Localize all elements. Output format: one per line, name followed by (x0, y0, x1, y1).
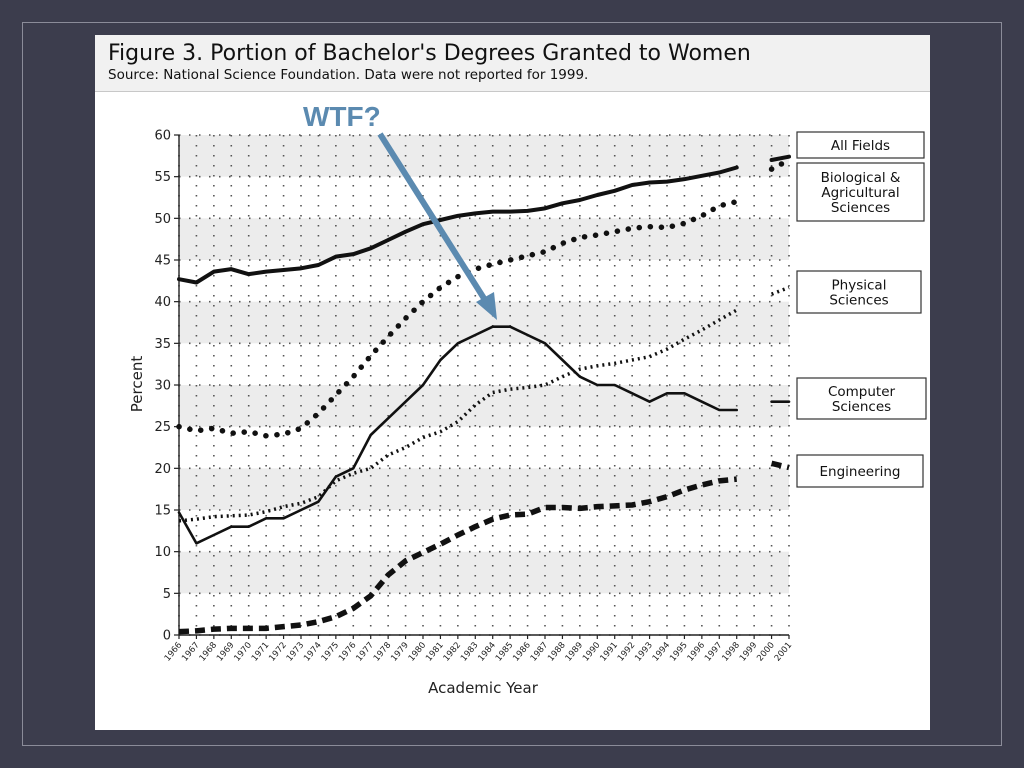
x-tick-label: 1983 (459, 641, 481, 664)
x-tick-label: 1974 (302, 641, 324, 664)
x-tick-label: 1976 (337, 641, 359, 664)
y-tick-label: 60 (154, 129, 171, 144)
y-tick-label: 45 (154, 254, 171, 269)
grid-band (179, 468, 789, 510)
x-tick-label: 1997 (703, 641, 725, 664)
x-tick-label: 1966 (163, 641, 185, 664)
x-tick-label: 1975 (320, 641, 342, 664)
x-axis-label: Academic Year (428, 679, 539, 697)
grid-band (179, 135, 789, 177)
x-tick-label: 1984 (476, 641, 498, 664)
x-tick-label: 2000 (755, 641, 777, 664)
plot-background-bands (179, 135, 789, 635)
y-tick-label: 40 (154, 295, 171, 310)
x-tick-label: 1989 (564, 641, 586, 664)
y-tick-label: 15 (154, 504, 171, 519)
y-tick-label: 35 (154, 337, 171, 352)
x-tick-label: 1986 (511, 641, 533, 664)
grid-band (179, 385, 789, 427)
legend-box-all-fields (796, 131, 925, 159)
series-line-physical-sciences (178, 308, 738, 523)
legend-label-engineering: Engineering (820, 464, 901, 480)
annotation-arrow (377, 132, 488, 302)
slide-frame (22, 22, 1002, 746)
legend-label-computer-sciences: Computer Sciences (828, 384, 896, 415)
x-tick-label: 1995 (668, 641, 690, 664)
figure-source-note: Source: National Science Foundation. Dat… (108, 67, 589, 83)
grid-band (179, 218, 789, 260)
annotation-group: WTF? (303, 101, 497, 320)
y-tick-labels: 0 5 10 15 20 25 30 35 40 45 50 55 60 (154, 129, 171, 644)
x-tick-label: 1992 (616, 641, 638, 664)
x-tick-label: 1982 (442, 641, 464, 664)
series-line-biological-agricultural-sciences-2000-2001 (768, 157, 792, 172)
x-tick-label: 1972 (267, 641, 289, 664)
x-tick-label: 1967 (180, 641, 202, 664)
y-tick-label: 20 (154, 462, 171, 477)
x-tick-label: 1991 (598, 641, 620, 664)
figure-title: Figure 3. Portion of Bachelor's Degrees … (108, 41, 751, 66)
legend-label-physical-sciences: Physical Sciences (829, 278, 888, 309)
x-tick-label: 1969 (215, 641, 237, 664)
x-tick-label: 1980 (407, 641, 429, 664)
x-tick-label: 1981 (424, 641, 446, 664)
legend-label-all-fields: All Fields (831, 138, 890, 154)
annotation-arrowhead (476, 292, 497, 320)
x-tick-label: 1999 (738, 641, 760, 664)
series-lines (176, 154, 792, 635)
x-tick-label: 1978 (372, 641, 394, 664)
legend-label-biological-agricultural-sciences: Biological & Agricultural Sciences (821, 170, 901, 216)
y-tick-label: 30 (154, 379, 171, 394)
y-tick-label: 10 (154, 545, 171, 560)
x-tick-label: 1993 (633, 641, 655, 664)
x-tick-label: 1994 (651, 641, 673, 664)
legend-box-computer-sciences (796, 377, 927, 420)
legend-box-physical-sciences (796, 270, 922, 314)
y-tick-label: 25 (154, 420, 171, 435)
figure-header: Figure 3. Portion of Bachelor's Degrees … (95, 35, 930, 92)
x-tick-label: 1970 (232, 641, 254, 664)
x-tick-label: 1996 (686, 641, 708, 664)
x-tick-labels: 1966196719681969197019711972197319741975… (163, 641, 795, 664)
series-line-biological-agricultural-sciences (176, 198, 740, 439)
legend-box-biological-agricultural-sciences (796, 162, 925, 222)
x-tick-label: 1988 (546, 641, 568, 664)
series-line-computer-sciences (177, 325, 739, 545)
y-axis-label: Percent (128, 356, 146, 413)
series-line-all-fields-2000-2001 (769, 154, 791, 162)
series-line-all-fields (177, 165, 739, 285)
x-tick-label: 1973 (285, 641, 307, 664)
legend-box-engineering (796, 454, 924, 488)
y-tick-label: 55 (154, 170, 171, 185)
y-tick-label: 5 (163, 587, 171, 602)
annotation-text: WTF? (303, 101, 381, 132)
x-tick-label: 1985 (494, 641, 516, 664)
x-tick-label: 1971 (250, 641, 272, 664)
grid-band (179, 551, 789, 594)
series-line-engineering-2000-2001 (770, 460, 790, 471)
x-tick-label: 1977 (354, 641, 376, 664)
y-tick-label: 0 (163, 629, 171, 644)
x-tick-label: 1979 (389, 641, 411, 664)
x-tick-label: 1987 (529, 641, 551, 664)
series-line-engineering (178, 476, 737, 635)
plot-axes (174, 134, 790, 639)
x-tick-label: 1998 (720, 641, 742, 664)
y-tick-label: 50 (154, 212, 171, 227)
x-tick-label: 2001 (773, 641, 795, 664)
x-tick-label: 1990 (581, 641, 603, 664)
legend: All Fields Biological & Agricultural Scienc… (796, 131, 927, 488)
x-tick-label: 1968 (198, 641, 220, 664)
